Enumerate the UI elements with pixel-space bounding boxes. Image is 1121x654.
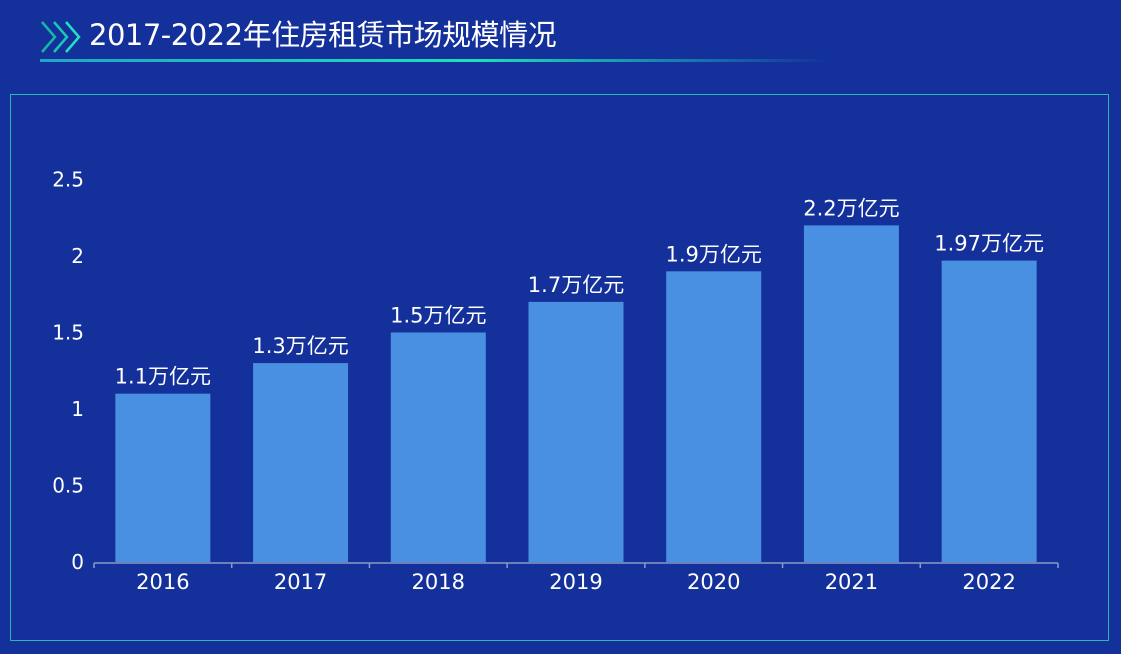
x-tick-label: 2021: [825, 570, 878, 594]
chart-header: 2017-2022年住房租赁市场规模情况: [0, 0, 1121, 70]
bar: [115, 393, 211, 562]
y-axis: 0 0.5 1 1.5 2 2.5: [52, 168, 84, 575]
bar: [803, 225, 899, 562]
x-tick-label: 2022: [962, 570, 1015, 594]
data-label: 1.5万亿元: [390, 304, 486, 328]
x-tick-label: 2020: [687, 570, 740, 594]
bar: [528, 301, 624, 562]
data-label: 1.1万亿元: [115, 365, 211, 389]
y-tick-label: 1.5: [52, 321, 84, 345]
y-tick-label: 2: [71, 244, 84, 268]
bar: [253, 363, 349, 562]
bar: [390, 332, 486, 562]
x-axis-ticks: [93, 563, 1059, 568]
data-label: 1.9万亿元: [666, 242, 762, 266]
y-tick-label: 2.5: [52, 168, 84, 192]
x-tick-label: 2016: [136, 570, 189, 594]
chevron-right-icon: [41, 21, 81, 53]
chart-panel: [10, 94, 1109, 641]
bar: [666, 271, 762, 562]
x-tick-label: 2019: [549, 570, 602, 594]
x-axis-labels: 2016 2017 2018 2019 2020 2021 2022: [136, 570, 1016, 594]
bar: [941, 260, 1037, 562]
title-underline: [40, 59, 830, 62]
bars-group: [115, 225, 1037, 562]
x-tick-label: 2018: [412, 570, 465, 594]
data-label: 2.2万亿元: [803, 196, 899, 220]
data-label: 1.3万亿元: [252, 334, 348, 358]
page-title: 2017-2022年住房租赁市场规模情况: [89, 18, 557, 52]
y-tick-label: 1: [71, 397, 84, 421]
data-label: 1.97万亿元: [934, 232, 1044, 256]
y-tick-label: 0.5: [52, 474, 84, 498]
y-tick-label: 0: [71, 550, 84, 574]
data-labels-group: 1.1万亿元 1.3万亿元 1.5万亿元 1.7万亿元 1.9万亿元 2.2万亿元 1.97…: [115, 196, 1044, 388]
data-label: 1.7万亿元: [528, 273, 624, 297]
x-tick-label: 2017: [274, 570, 327, 594]
